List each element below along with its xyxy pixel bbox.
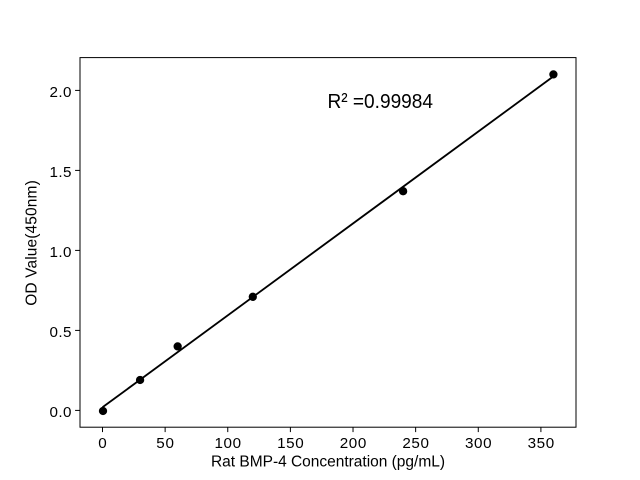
svg-text:Rat BMP-4 Concentration (pg/mL: Rat BMP-4 Concentration (pg/mL) — [211, 454, 445, 471]
svg-text:250: 250 — [402, 435, 429, 452]
svg-text:150: 150 — [277, 435, 304, 452]
svg-text:350: 350 — [528, 435, 555, 452]
svg-text:0.5: 0.5 — [50, 324, 72, 341]
svg-text:200: 200 — [340, 435, 367, 452]
svg-text:1.5: 1.5 — [50, 164, 72, 181]
svg-text:OD Value(450nm): OD Value(450nm) — [24, 180, 41, 306]
svg-text:R² =0.99984: R² =0.99984 — [328, 90, 434, 113]
svg-text:100: 100 — [214, 435, 241, 452]
svg-text:2.0: 2.0 — [50, 84, 72, 101]
svg-text:300: 300 — [465, 435, 492, 452]
svg-text:0: 0 — [98, 435, 106, 452]
svg-text:0.0: 0.0 — [50, 404, 72, 421]
svg-text:1.0: 1.0 — [50, 244, 72, 261]
svg-text:50: 50 — [156, 435, 174, 452]
